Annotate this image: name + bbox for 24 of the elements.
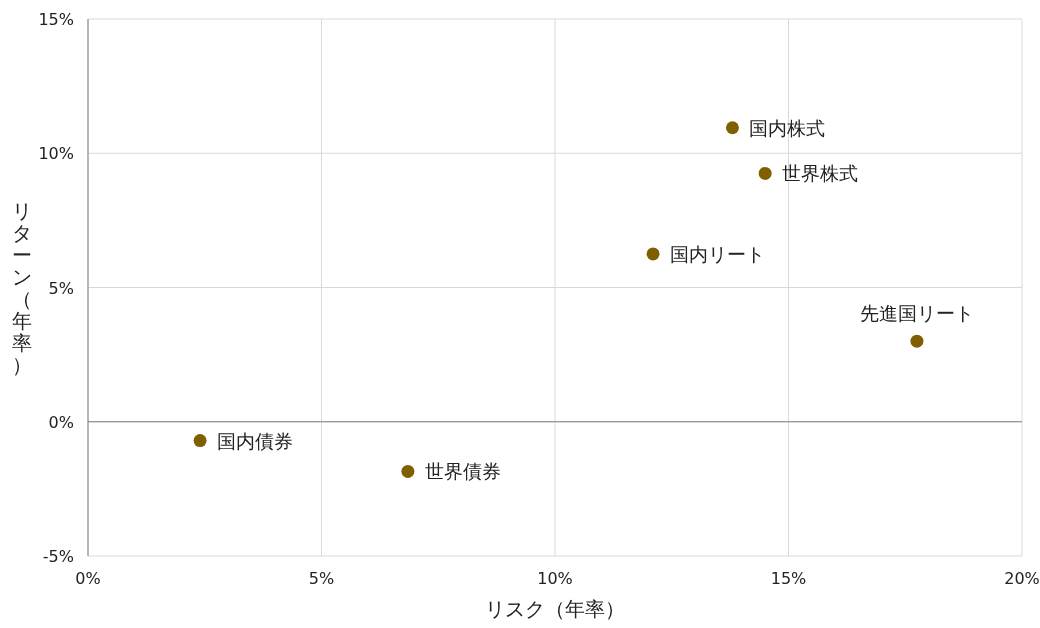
x-tick-label: 15% [770,569,807,588]
series-label: 国内リート [670,242,766,265]
point [910,334,924,348]
series-label: 世界債券 [424,460,501,483]
series-label: 国内債券 [217,429,294,452]
y-tick-label: 0% [48,412,74,432]
point [758,166,772,180]
point [646,247,660,261]
x-tick-label: 20% [1004,569,1040,588]
y-tick-label: 15% [38,10,74,29]
series-label: 先進国リート [859,302,974,325]
point [725,121,739,135]
y-axis-title: リターン（年率） [12,198,32,377]
x-tick-label: 5% [308,569,335,588]
point [193,434,207,448]
y-tick-label: -5% [42,547,74,566]
y-tick-label: 10% [38,144,74,164]
y-tick-label: 5% [48,278,74,298]
point [401,464,415,478]
x-tick-label: 10% [537,569,573,588]
series-label: 世界株式 [782,162,859,185]
x-axis-title: リスク（年率） [485,597,625,621]
x-tick-label: 0% [75,569,101,588]
series-label: 国内株式 [749,116,826,139]
